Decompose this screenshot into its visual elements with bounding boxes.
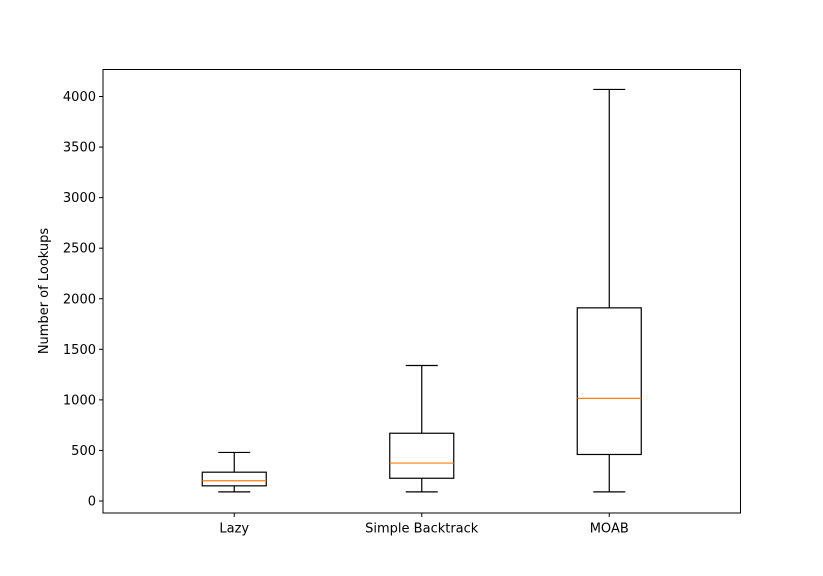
y-tick-label: 0 [88,495,96,510]
box-moab [576,88,642,493]
x-axis: Lazy Simple Backtrack MOAB [219,513,629,537]
iqr-box [201,471,267,487]
x-tick-label: Simple Backtrack [365,522,479,537]
y-tick-label: 2500 [63,242,96,257]
iqr-box [389,432,455,479]
y-axis: 0 500 1000 1500 2000 2500 3000 3500 4000 [63,90,103,510]
y-tick-label: 4000 [63,90,96,105]
box-simple-backtrack [389,364,455,493]
box-lazy [201,451,267,493]
boxes-layer [201,88,642,493]
y-tick-label: 1500 [63,343,96,358]
iqr-box [576,307,642,456]
y-tick-label: 500 [71,444,96,459]
y-tick-label: 2000 [63,292,96,307]
y-tick-label: 1000 [63,393,96,408]
x-tick-label: Lazy [219,522,249,537]
y-tick-label: 3000 [63,191,96,206]
y-axis-label: Number of Lookups [37,228,52,355]
plot-frame [102,69,741,514]
x-tick-label: MOAB [590,522,629,537]
y-tick-label: 3500 [63,141,96,156]
